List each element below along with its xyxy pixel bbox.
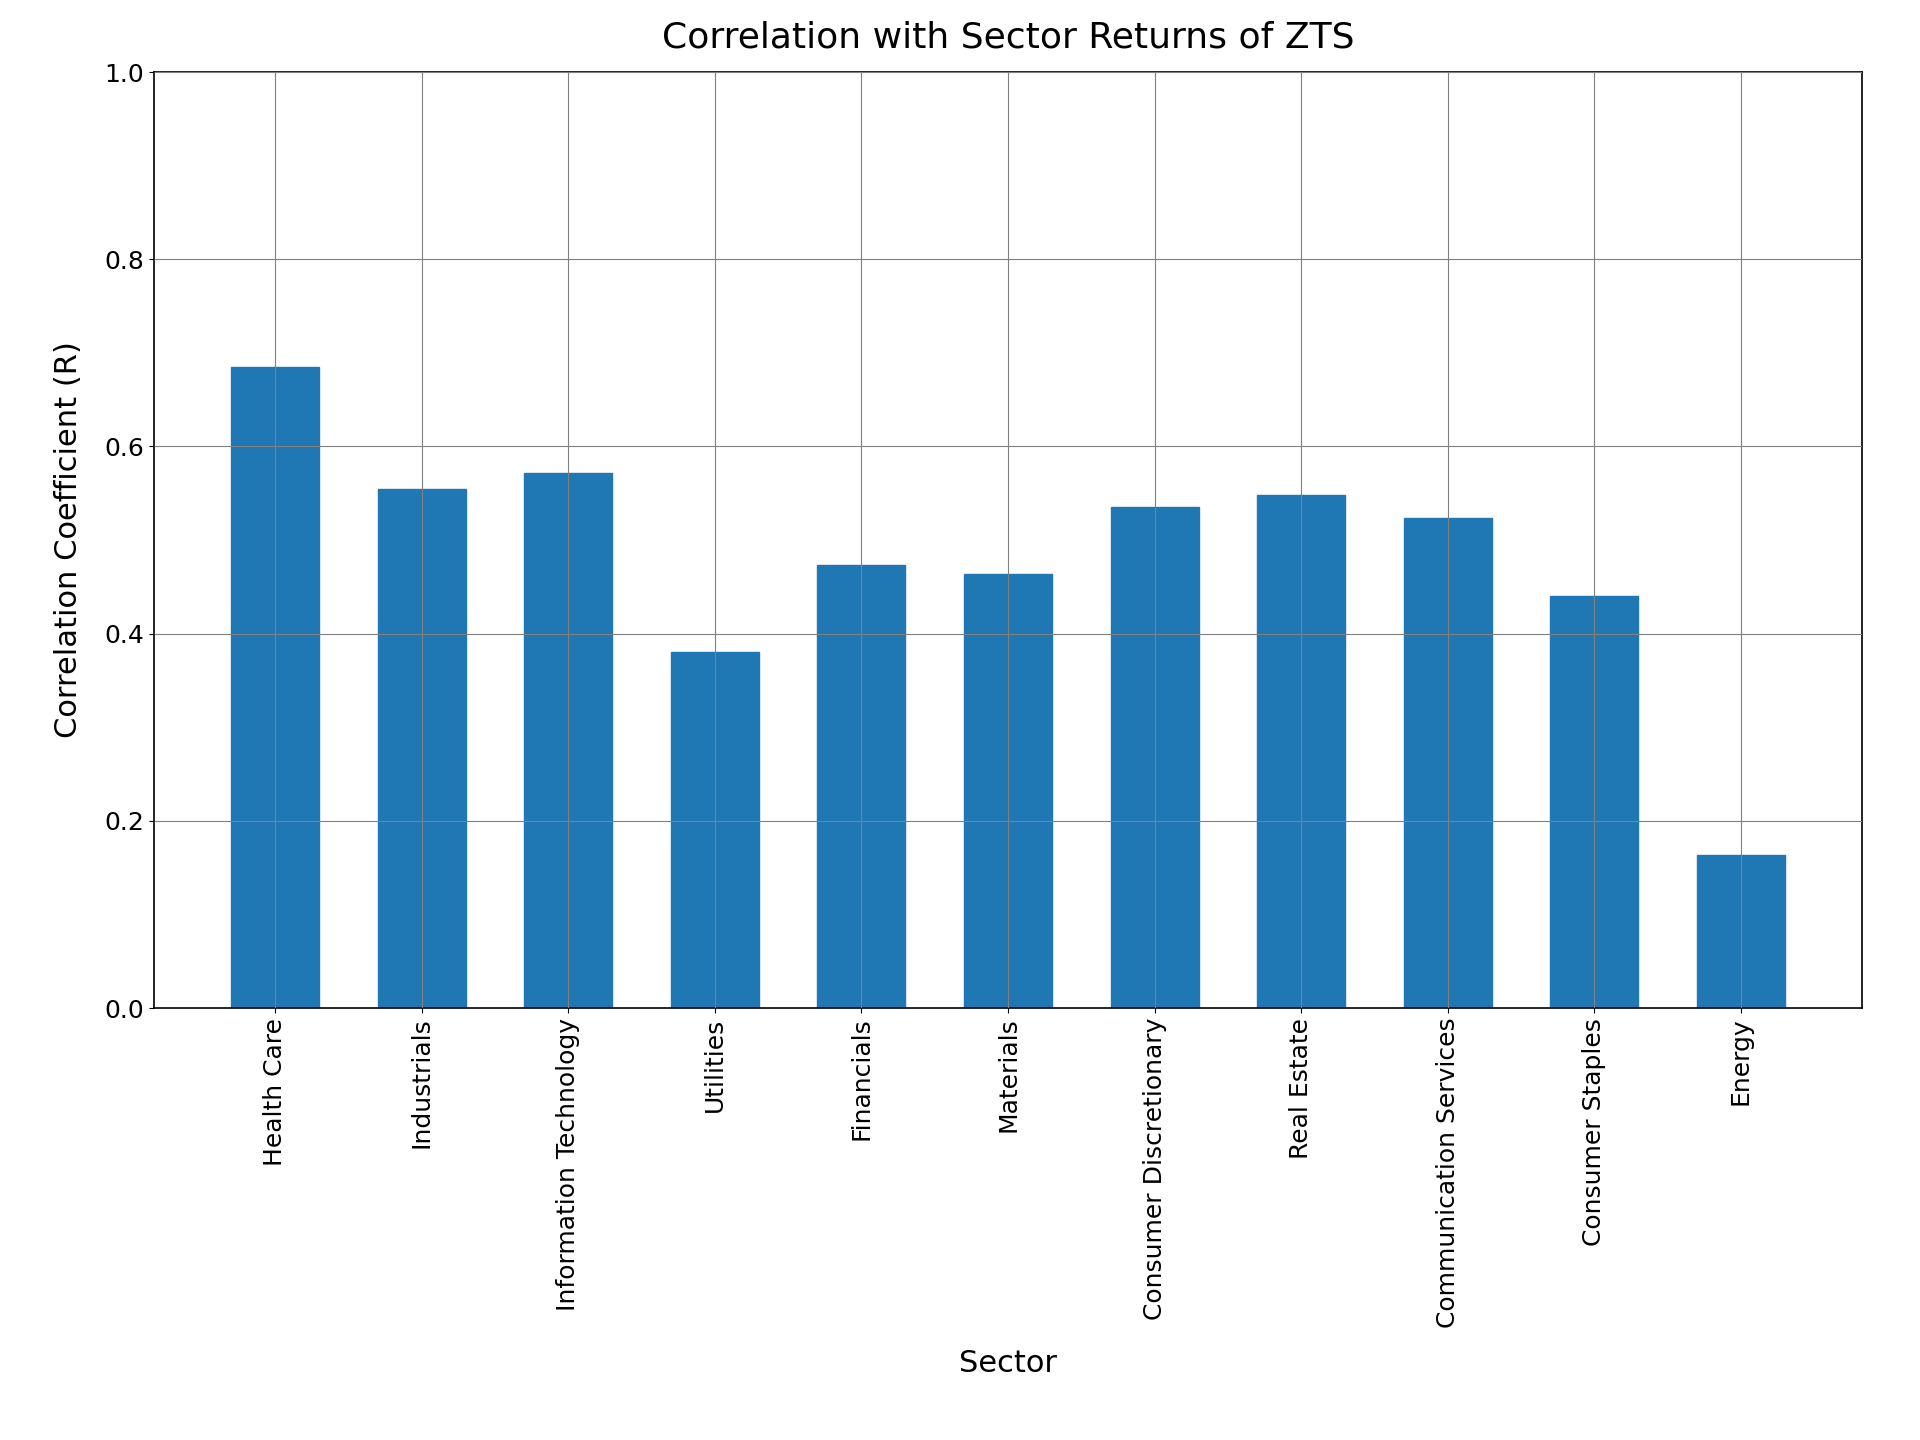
Bar	[1404, 518, 1492, 1008]
Bar	[524, 472, 612, 1008]
Title: Correlation with Sector Returns of ZTS: Correlation with Sector Returns of ZTS	[662, 20, 1354, 53]
Bar	[1258, 495, 1346, 1008]
Y-axis label: Correlation Coefficient (R): Correlation Coefficient (R)	[54, 341, 83, 739]
Bar	[964, 573, 1052, 1008]
Bar	[378, 488, 467, 1008]
Bar	[1697, 855, 1786, 1008]
Bar	[1549, 596, 1638, 1008]
Bar	[230, 367, 319, 1008]
Bar	[670, 652, 758, 1008]
Bar	[1110, 507, 1198, 1008]
Bar	[818, 566, 906, 1008]
X-axis label: Sector: Sector	[958, 1349, 1058, 1378]
